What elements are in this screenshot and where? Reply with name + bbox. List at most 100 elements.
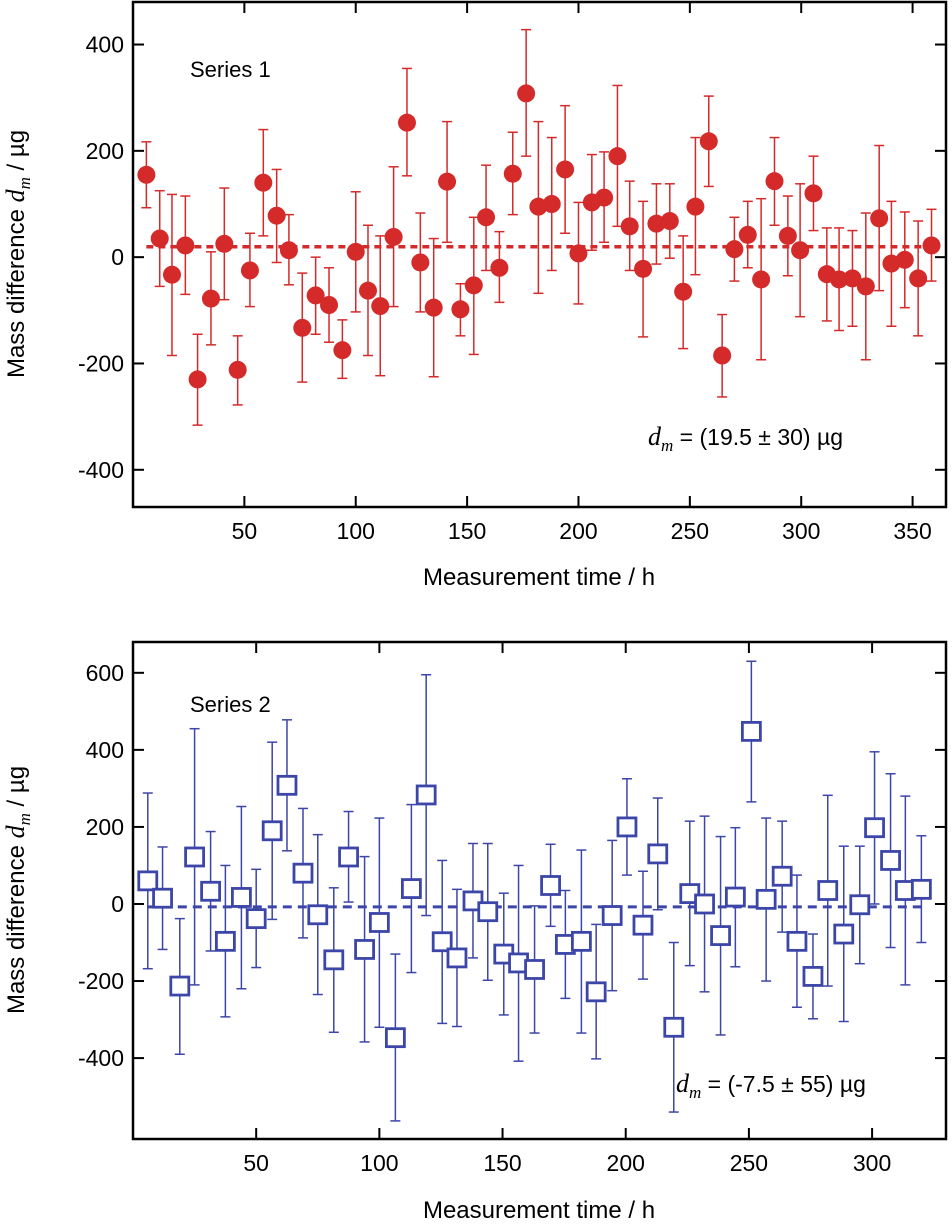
data-point bbox=[791, 183, 810, 318]
point-marker bbox=[755, 888, 777, 910]
data-point bbox=[674, 235, 693, 350]
y-tick-label: -200 bbox=[78, 350, 124, 376]
y-tick-labels: -400 -200 0 200 400 bbox=[78, 32, 124, 483]
y-tick-label: -400 bbox=[78, 1045, 124, 1071]
point-marker bbox=[320, 296, 339, 314]
point-marker bbox=[397, 113, 416, 132]
point-marker bbox=[446, 947, 468, 969]
y-tick-label: 200 bbox=[86, 814, 124, 840]
point-marker bbox=[162, 265, 181, 284]
data-point bbox=[830, 227, 849, 332]
plot-frame bbox=[131, 0, 948, 509]
point-marker bbox=[608, 147, 627, 166]
data-point bbox=[306, 256, 325, 335]
point-marker bbox=[307, 904, 329, 926]
data-point bbox=[354, 855, 375, 1043]
data-point bbox=[778, 195, 797, 277]
point-marker bbox=[849, 894, 871, 916]
point-marker bbox=[293, 318, 312, 337]
x-tick-labels: 50 100 150 200 250 300 bbox=[243, 1150, 891, 1176]
y-tick-label: 400 bbox=[86, 737, 124, 763]
data-point bbox=[152, 846, 173, 951]
data-point bbox=[616, 778, 638, 876]
annotation-text: = (-7.5 ± 55) µg bbox=[701, 1071, 866, 1097]
data-point bbox=[333, 319, 352, 380]
data-point bbox=[397, 67, 416, 177]
data-point bbox=[368, 817, 390, 1029]
point-marker bbox=[169, 975, 191, 997]
point-marker bbox=[477, 901, 499, 923]
point-marker bbox=[585, 981, 607, 1003]
point-marker bbox=[215, 234, 234, 253]
data-point bbox=[524, 905, 545, 1034]
y-axis-label-prefix: Mass difference bbox=[3, 202, 30, 378]
x-axis-label: Measurement time / h bbox=[423, 564, 655, 591]
point-marker bbox=[864, 817, 885, 839]
point-marker bbox=[137, 870, 159, 892]
data-point bbox=[771, 820, 793, 933]
x-tick-label: 200 bbox=[607, 1150, 645, 1176]
data-point bbox=[517, 28, 536, 157]
point-marker bbox=[276, 774, 298, 796]
data-point bbox=[254, 128, 273, 237]
data-point bbox=[632, 870, 654, 980]
point-marker bbox=[686, 197, 705, 216]
data-point bbox=[358, 224, 377, 357]
data-point bbox=[713, 313, 732, 398]
data-point bbox=[542, 136, 561, 272]
data-point bbox=[292, 807, 314, 939]
data-point bbox=[477, 842, 499, 982]
point-marker bbox=[524, 959, 545, 980]
data-point bbox=[634, 200, 653, 338]
data-point bbox=[601, 839, 623, 992]
data-point bbox=[870, 144, 889, 292]
point-marker bbox=[490, 258, 509, 277]
point-marker bbox=[150, 229, 169, 248]
y-axis-label-sub: m bbox=[15, 177, 34, 189]
y-tick-label: 0 bbox=[111, 891, 124, 917]
point-marker bbox=[503, 164, 522, 183]
data-point bbox=[570, 849, 592, 1034]
data-point bbox=[240, 232, 259, 308]
data-point bbox=[765, 136, 784, 227]
point-marker bbox=[338, 846, 359, 868]
data-point bbox=[201, 251, 220, 346]
point-marker bbox=[400, 878, 422, 899]
point-marker bbox=[833, 923, 855, 945]
point-marker bbox=[424, 298, 443, 317]
point-marker bbox=[228, 360, 247, 379]
x-tick-label: 50 bbox=[243, 1150, 269, 1176]
data-point bbox=[679, 820, 701, 967]
data-point bbox=[833, 845, 855, 1023]
data-point bbox=[245, 868, 267, 969]
data-point bbox=[909, 220, 928, 337]
point-marker bbox=[632, 914, 654, 936]
point-marker bbox=[411, 253, 430, 272]
data-point bbox=[464, 216, 483, 356]
point-marker bbox=[254, 173, 273, 192]
y-axis-label: Mass difference dm / µg bbox=[1, 766, 34, 1014]
data-point bbox=[162, 193, 181, 357]
point-marker bbox=[843, 269, 862, 288]
point-marker bbox=[438, 172, 457, 191]
point-marker bbox=[333, 341, 352, 360]
y-tick-label: 400 bbox=[86, 32, 124, 58]
panel-series-1: 50 100 150 200 250 300 350 -400 -200 0 200 400 Ser… bbox=[1, 0, 948, 591]
point-marker bbox=[601, 905, 623, 926]
data-point bbox=[150, 189, 169, 288]
point-marker bbox=[802, 966, 824, 987]
point-marker bbox=[346, 242, 365, 261]
point-marker bbox=[647, 843, 669, 865]
data-point bbox=[267, 168, 286, 264]
point-marker bbox=[415, 784, 437, 806]
data-point bbox=[724, 826, 746, 968]
data-point bbox=[320, 267, 339, 343]
data-point bbox=[261, 741, 283, 921]
point-marker bbox=[830, 270, 849, 289]
point-marker bbox=[201, 289, 220, 308]
point-marker bbox=[663, 1016, 685, 1038]
point-marker bbox=[909, 269, 928, 288]
data-point bbox=[200, 830, 222, 952]
point-marker bbox=[245, 908, 267, 930]
x-tick-label: 150 bbox=[448, 518, 486, 544]
